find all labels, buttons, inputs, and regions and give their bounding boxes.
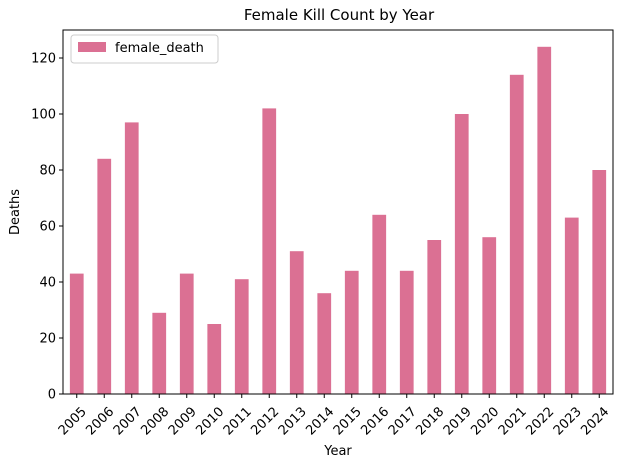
legend: female_death [70, 34, 219, 64]
plot-frame [62, 29, 614, 395]
bar-2007 [124, 122, 139, 395]
y-axis: 0 20 40 60 80 100 120 [31, 52, 63, 403]
x-tick-label-2016: 2016 [358, 404, 392, 438]
bar-2014 [317, 293, 332, 394]
bar-2021 [509, 74, 524, 395]
x-tick-label-2015: 2015 [331, 404, 365, 438]
x-tick-label-2017: 2017 [386, 404, 420, 438]
y-tick-label: 100 [31, 108, 56, 123]
y-tick-label: 20 [39, 332, 56, 347]
bar-2020 [482, 237, 497, 394]
bar-2024 [592, 170, 607, 394]
x-tick-label-2007: 2007 [111, 404, 145, 438]
y-tick-label: 0 [48, 388, 56, 403]
bar-2005 [69, 273, 84, 394]
x-tick-label-2018: 2018 [413, 404, 447, 438]
x-tick-label-2014: 2014 [303, 404, 337, 438]
chart-title: Female Kill Count by Year [244, 6, 435, 24]
bar-2011 [234, 279, 249, 394]
x-tick-label-2021: 2021 [496, 404, 530, 438]
x-axis-label: Year [323, 444, 352, 459]
legend-swatch [78, 42, 106, 52]
x-tick-label-2010: 2010 [193, 404, 227, 438]
bar-2016 [372, 214, 387, 394]
x-tick-label-2006: 2006 [83, 404, 117, 438]
x-tick-label-2020: 2020 [468, 404, 502, 438]
x-tick-label-2011: 2011 [221, 404, 255, 438]
legend-box [70, 34, 219, 64]
x-tick-label-2009: 2009 [166, 404, 200, 438]
x-tick-label-2012: 2012 [248, 404, 282, 438]
y-axis-label: Deaths [8, 189, 23, 235]
bar-2023 [564, 217, 579, 394]
bar-2017 [399, 270, 414, 394]
bar-2009 [179, 273, 194, 394]
bar-2022 [537, 46, 552, 395]
x-axis: 2005200620072008200920102011201220132014… [56, 394, 612, 438]
x-tick-label-2019: 2019 [441, 404, 475, 438]
y-tick-label: 40 [39, 276, 56, 291]
y-tick-label: 80 [39, 164, 56, 179]
bar-2019 [454, 114, 469, 394]
y-tick-label: 60 [39, 220, 56, 235]
x-tick-label-2022: 2022 [523, 404, 557, 438]
bar-2013 [289, 251, 304, 394]
x-tick-label-2023: 2023 [551, 404, 585, 438]
bar-2006 [97, 158, 112, 394]
bar-2015 [344, 270, 359, 394]
legend-label: female_death [115, 41, 204, 56]
y-tick-label: 120 [31, 52, 56, 67]
x-tick-label-2008: 2008 [138, 404, 172, 438]
bar-2008 [152, 312, 167, 394]
x-tick-label-2005: 2005 [56, 404, 90, 438]
x-tick-label-2024: 2024 [578, 404, 612, 438]
x-tick-label-2013: 2013 [276, 404, 310, 438]
bar-2018 [427, 240, 442, 394]
bar-2010 [207, 324, 222, 394]
bars-group [69, 46, 607, 395]
bar-2012 [262, 108, 277, 395]
